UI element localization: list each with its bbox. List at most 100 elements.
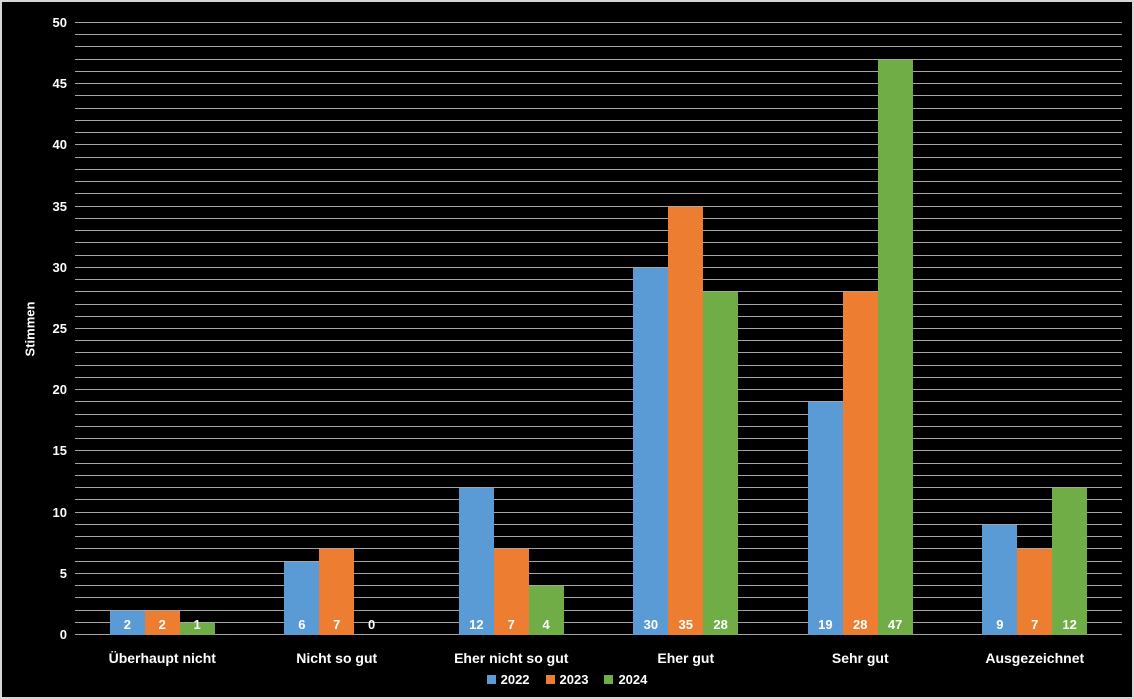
bar-data-label: 47 — [887, 617, 903, 632]
bar-2023 — [1017, 549, 1053, 635]
gridline — [75, 425, 1122, 427]
gridline — [75, 474, 1122, 476]
bar-data-label: 12 — [469, 617, 484, 632]
x-category-label: Überhaupt nicht — [108, 650, 216, 666]
gridline — [75, 340, 1122, 342]
bar-2024 — [877, 59, 913, 635]
gridline — [75, 634, 1122, 635]
bar-data-label: 1 — [193, 617, 201, 632]
gridline — [75, 621, 1122, 623]
gridline — [75, 46, 1122, 48]
legend-item: 2023 — [545, 672, 588, 687]
gridline — [75, 34, 1122, 36]
gridline — [75, 585, 1122, 587]
legend-label: 2022 — [500, 672, 530, 687]
bar-data-label: 4 — [542, 617, 550, 632]
gridline — [75, 438, 1122, 440]
bar-2023 — [144, 610, 180, 635]
bar-2022 — [982, 524, 1018, 635]
gridline — [75, 266, 1122, 268]
gridline — [75, 303, 1122, 305]
bar-data-label: 30 — [643, 617, 659, 632]
bar-2023 — [668, 206, 704, 635]
bar-data-label: 35 — [678, 617, 693, 632]
bar-2024 — [528, 586, 564, 635]
gridline — [75, 376, 1122, 378]
y-tick-label: 5 — [59, 565, 67, 581]
gridline — [75, 156, 1122, 158]
bar-2024 — [179, 622, 215, 635]
bar-data-label: 28 — [713, 617, 728, 632]
y-tick-label: 35 — [52, 198, 67, 214]
bar-data-label: 7 — [333, 617, 341, 632]
legend-swatch-icon — [604, 675, 614, 684]
gridline — [75, 95, 1122, 97]
x-category-label: Sehr gut — [831, 650, 889, 666]
legend-swatch-icon — [545, 675, 555, 684]
gridline — [75, 107, 1122, 109]
gridline — [75, 22, 1122, 23]
legend-swatch-icon — [486, 675, 496, 684]
bar-data-label: 2 — [158, 617, 166, 632]
legend-item: 2024 — [604, 672, 647, 687]
bar-2024 — [703, 292, 739, 635]
x-category-label: Eher nicht so gut — [454, 650, 569, 666]
gridline — [75, 168, 1122, 170]
gridline — [75, 242, 1122, 244]
gridline — [75, 132, 1122, 134]
bar-data-label: 19 — [818, 617, 833, 632]
gridline — [75, 597, 1122, 599]
y-tick-label: 25 — [52, 321, 67, 336]
bar-data-label: 7 — [1031, 617, 1039, 632]
gridline — [75, 523, 1122, 525]
x-category-label: Nicht so gut — [296, 650, 378, 666]
bar-data-label: 9 — [996, 617, 1004, 632]
gridline — [75, 70, 1122, 72]
gridline — [75, 58, 1122, 60]
gridline — [75, 205, 1122, 207]
y-tick-label: 30 — [52, 259, 67, 275]
gridline — [75, 499, 1122, 501]
bar-2024 — [1052, 488, 1088, 635]
gridline — [75, 450, 1122, 452]
bar-2023 — [493, 549, 529, 635]
gridline — [75, 609, 1122, 611]
y-tick-label: 10 — [52, 504, 67, 520]
gridline — [75, 352, 1122, 354]
gridline — [75, 560, 1122, 562]
y-tick-label: 40 — [52, 137, 67, 153]
bar-2022 — [458, 488, 494, 635]
y-axis-ticks: 0 5 10 15 20 25 30 35 40 45 50 — [2, 2, 67, 697]
legend-label: 2024 — [618, 672, 648, 687]
gridline — [75, 83, 1122, 85]
gridline — [75, 572, 1122, 574]
gridline — [75, 144, 1122, 146]
bar-data-label: 7 — [507, 617, 515, 632]
x-category-label: Ausgezeichnet — [985, 650, 1085, 666]
bar-2022 — [109, 610, 145, 635]
gridline — [75, 315, 1122, 317]
bar-data-label: 0 — [368, 617, 376, 632]
legend-item: 2022 — [486, 672, 530, 687]
y-tick-label: 50 — [52, 15, 67, 30]
gridline — [75, 291, 1122, 293]
gridline — [75, 119, 1122, 121]
y-tick-label: 45 — [52, 76, 67, 92]
bar-2023 — [319, 549, 355, 635]
gridline — [75, 230, 1122, 232]
gridline — [75, 487, 1122, 489]
gridline — [75, 279, 1122, 281]
y-tick-label: 0 — [59, 627, 67, 642]
gridline — [75, 328, 1122, 329]
plot-area: 2 6 12 30 19 9 2 7 7 35 28 7 1 0 4 28 47 12 — [75, 22, 1122, 635]
gridline — [75, 462, 1122, 464]
bar-2022 — [633, 267, 669, 635]
x-category-label: Eher gut — [657, 650, 715, 666]
bar-data-label: 28 — [853, 617, 868, 632]
bar-2022 — [807, 402, 843, 635]
gridline — [75, 548, 1122, 550]
y-axis-title: Stimmen — [22, 301, 38, 357]
bar-2023 — [842, 292, 878, 635]
gridline — [75, 217, 1122, 219]
